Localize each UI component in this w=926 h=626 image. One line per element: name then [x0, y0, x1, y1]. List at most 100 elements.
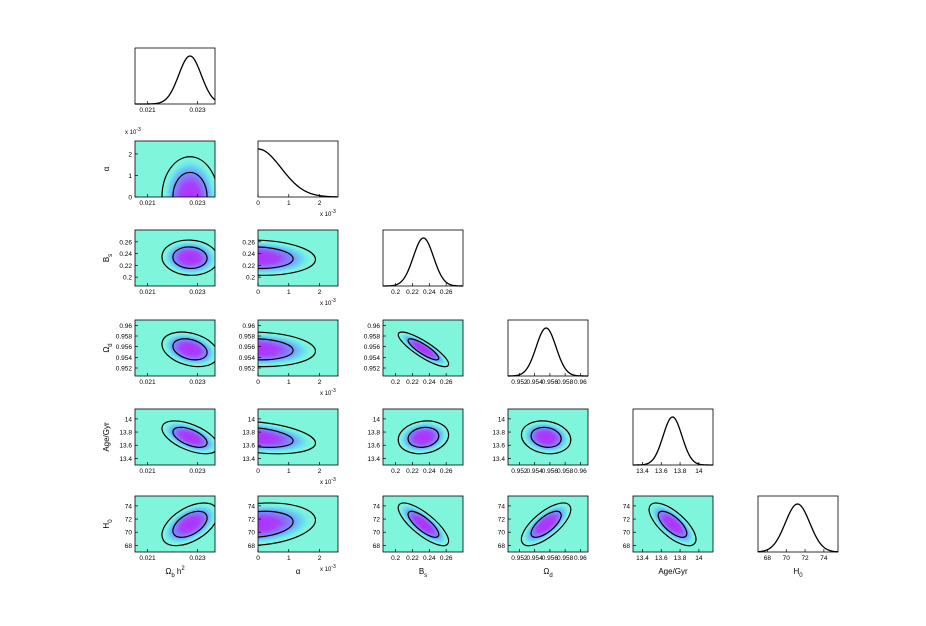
panel-h0-ytick-label: 74 [623, 503, 631, 510]
panel-h0-ytick-label: 70 [373, 530, 381, 537]
panel-age-ytick-label: 13.6 [242, 443, 255, 450]
panel-omb-xtick-label: 0.021 [139, 289, 156, 296]
marginal-curve-h0 [757, 503, 839, 553]
panel-alpha-ytick-label: 0 [128, 195, 132, 202]
panel-omd-ytick-label: 0.956 [116, 344, 133, 351]
contour-95 [161, 502, 215, 547]
panel-omb-xtick-label: 0.023 [189, 379, 206, 386]
ylabel-age: Age/Gyr [102, 422, 111, 452]
marginal-h0-xtick-label: 74 [820, 555, 828, 562]
panel-alpha-xtick-label: 1 [287, 468, 291, 475]
marginal-age-xtick-label: 14 [695, 468, 703, 475]
density-shading [649, 503, 696, 545]
panel-frame [134, 319, 216, 377]
panel-age-xtick-label: 14 [695, 555, 703, 562]
marginal-curve-omd [507, 327, 588, 377]
panel-bs-xtick-label: 0.2 [391, 379, 400, 386]
panel-omb-xtick-label: 0.023 [189, 468, 206, 475]
panel-omb-xtick-label: 0.023 [189, 289, 206, 296]
contour-95 [161, 420, 215, 455]
contour-95 [648, 502, 697, 547]
panel-alpha-xtick-label: 2 [318, 468, 322, 475]
contour-95 [258, 239, 317, 276]
marginal-h0-xtick-label: 72 [801, 555, 809, 562]
panel-age-ytick-label: 14 [373, 416, 381, 423]
panel-age-ytick-label: 13.4 [367, 456, 380, 463]
contour-68 [258, 510, 294, 538]
panel-h0-ytick-label: 74 [373, 503, 381, 510]
panel-omb-xtick-label: 0.021 [139, 468, 156, 475]
scale-note-alpha: x 10-3 [320, 298, 336, 307]
panel-alpha-xtick-label: 0 [256, 468, 260, 475]
density-shading [258, 240, 314, 275]
marginal-bs: 0.2 0.22 0.24 0.26 [382, 229, 464, 296]
contour-68 [258, 426, 294, 448]
panel-omd-vs-bs: 0.2 0.22 0.24 0.26 0.952 0.954 0.956 0.958 0.96 [364, 319, 464, 386]
marginal-curve-alpha [257, 148, 339, 198]
marginal-curve-age [633, 416, 714, 466]
marginal-alpha-xtick-label: 2 [318, 200, 322, 207]
panel-age-ytick-label: 14 [498, 416, 506, 423]
panel-h0-vs-bs: 0.2 0.22 0.24 0.26 68 70 72 74 Bs [373, 495, 464, 579]
panel-omd-xtick-label: 0.954 [527, 555, 544, 562]
panel-h0-ytick-label: 72 [373, 517, 381, 524]
contour-68 [172, 510, 208, 538]
contour-68 [657, 510, 688, 538]
contour-95 [258, 420, 317, 455]
panel-alpha-xtick-label: 2 [318, 555, 322, 562]
panel-bs-ytick-label: 0.22 [242, 263, 255, 270]
panel-h0-ytick-label: 72 [623, 517, 631, 524]
panel-omd-ytick-label: 0.952 [364, 366, 381, 373]
panel-omd-ytick-label: 0.96 [242, 323, 255, 330]
panel-bs-ytick-label: 0.22 [119, 263, 132, 270]
panel-age-ytick-label: 13.6 [492, 443, 505, 450]
panel-omd-vs-alpha: 0 1 2 x 10-3 0.952 0.954 0.956 0.958 0.96 [239, 319, 339, 397]
contour-68 [172, 426, 208, 448]
panel-omd-ytick-label: 0.958 [239, 334, 256, 341]
panel-h0-ytick-label: 72 [248, 517, 256, 524]
xlabel-alpha: α [296, 567, 301, 576]
density-shading [162, 240, 215, 275]
marginal-age-xtick-label: 13.4 [636, 468, 649, 475]
scale-note-alpha: x 10-3 [320, 564, 336, 573]
panel-age-vs-omb: 0.021 0.023 13.4 13.6 13.8 14 Age/Gyr [102, 408, 216, 475]
scale-note-alpha: x 10-3 [320, 477, 336, 486]
panel-omd-xtick-label: 0.96 [574, 555, 587, 562]
panel-omd-xtick-label: 0.952 [511, 468, 528, 475]
panel-bs-ytick-label: 0.2 [246, 275, 255, 282]
panel-bs-xtick-label: 0.26 [440, 555, 453, 562]
panel-bs-xtick-label: 0.22 [406, 555, 419, 562]
panel-omd-xtick-label: 0.958 [557, 555, 574, 562]
panel-h0-ytick-label: 70 [623, 530, 631, 537]
panel-alpha-ytick-label: 1 [128, 173, 132, 180]
xlabel-h0: H0 [793, 567, 803, 579]
ylabel-h0: H0 [102, 519, 114, 529]
panel-bs-ytick-label: 0.2 [123, 275, 132, 282]
marginal-omb: 0.021 0.023 [134, 47, 216, 114]
panel-age-ytick-label: 13.4 [119, 456, 132, 463]
panel-alpha-xtick-label: 0 [256, 289, 260, 296]
panel-age-ytick-label: 13.4 [492, 456, 505, 463]
panel-h0-ytick-label: 68 [125, 543, 133, 550]
panel-h0-vs-age: 13.4 13.6 13.8 14 68 70 72 74 Age/Gyr [623, 495, 714, 576]
marginal-age-xtick-label: 13.6 [655, 468, 668, 475]
xlabel-bs: Bs [419, 567, 427, 579]
scale-note-alpha: x 10-3 [320, 388, 336, 397]
panel-bs-xtick-label: 0.24 [423, 379, 436, 386]
panel-age-ytick-label: 13.8 [119, 430, 132, 437]
contour-68 [407, 338, 440, 361]
panel-alpha-xtick-label: 2 [318, 379, 322, 386]
panel-omd-ytick-label: 0.956 [364, 344, 381, 351]
ylabel-alpha: α [102, 166, 111, 171]
panel-age-ytick-label: 13.8 [367, 430, 380, 437]
xlabel-age: Age/Gyr [658, 567, 688, 576]
density-shading [162, 421, 215, 454]
panel-age-ytick-label: 14 [125, 416, 133, 423]
panel-frame [257, 495, 339, 553]
ylabel-omd: Ωd [102, 343, 114, 352]
panel-h0-vs-alpha: 0 1 2 x 10-3 68 70 72 74 α [248, 495, 339, 576]
panel-bs-ytick-label: 0.24 [242, 251, 255, 258]
contour-68 [530, 426, 562, 448]
contour-68 [407, 510, 440, 538]
